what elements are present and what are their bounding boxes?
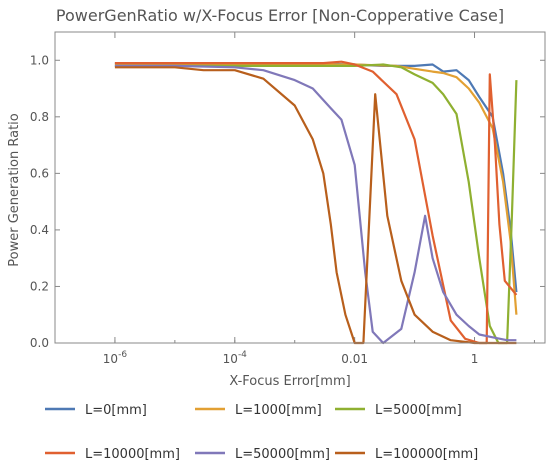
y-tick-label: 1.0 [30, 53, 49, 67]
legend-label: L=50000[mm] [235, 447, 330, 462]
x-tick-label: 10-4 [223, 350, 248, 366]
x-tick-label: 10-6 [103, 350, 128, 366]
legend-item: L=5000[mm] [335, 403, 462, 418]
legend-label: L=0[mm] [85, 403, 147, 418]
chart-title: PowerGenRatio w/X-Focus Error [Non-Coppe… [56, 6, 504, 25]
x-axis-label: X-Focus Error[mm] [229, 374, 350, 389]
legend-label: L=5000[mm] [375, 403, 462, 418]
y-tick-label: 0.2 [30, 279, 49, 293]
series-line-4 [114, 60, 518, 345]
legend-item: L=50000[mm] [195, 447, 330, 462]
series-line-6 [114, 66, 517, 345]
y-tick-label: 0.0 [30, 336, 49, 350]
series-lines [114, 60, 518, 345]
legend: L=0[mm] L=1000[mm] L=5000[mm] L=10000[mm] L=… [45, 403, 478, 462]
series-line-2 [114, 63, 518, 315]
legend-item: L=1000[mm] [195, 403, 322, 418]
legend-label: L=1000[mm] [235, 403, 322, 418]
y-axis-label: Power Generation Ratio [7, 113, 22, 267]
x-tick-label: 1 [471, 352, 479, 366]
y-tick-label: 0.8 [30, 110, 49, 124]
legend-item: L=100000[mm] [335, 447, 478, 462]
series-line-1 [114, 62, 518, 293]
series-line-3 [114, 63, 518, 345]
y-tick-label: 0.6 [30, 166, 49, 180]
legend-label: L=10000[mm] [85, 447, 180, 462]
legend-item: L=0[mm] [45, 403, 147, 418]
axes: 0.0 0.2 0.4 0.6 0.8 1.0 10-6 10-4 0.01 1 [30, 32, 545, 366]
legend-item: L=10000[mm] [45, 447, 180, 462]
x-tick-label: 0.01 [341, 352, 368, 366]
series-line-5 [114, 64, 517, 345]
y-tick-label: 0.4 [30, 223, 49, 237]
plot-frame [54, 31, 546, 344]
legend-label: L=100000[mm] [375, 447, 478, 462]
